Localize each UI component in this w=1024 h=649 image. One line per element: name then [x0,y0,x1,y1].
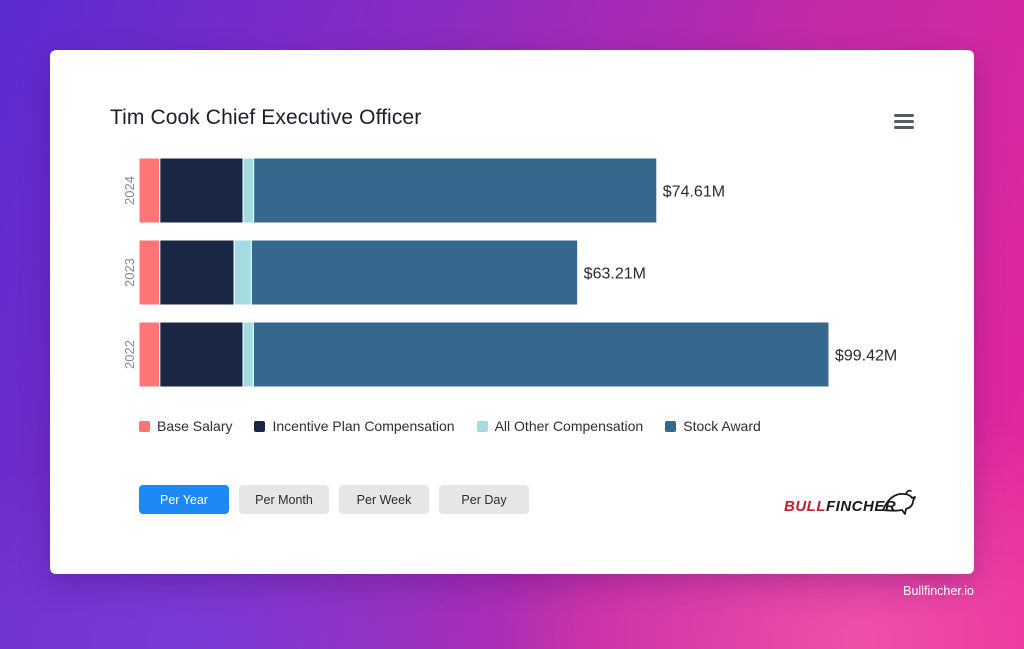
bar-all-other-compensation-2023[interactable] [233,239,252,306]
legend-swatch-base-salary [139,420,150,432]
footer-credit[interactable]: Bullfincher.io [903,584,974,598]
y-tick-label-2023: 2023 [122,258,137,287]
legend-label-all-other: All Other Compensation [494,418,644,434]
bar-base-salary-2024[interactable] [138,157,161,224]
legend-label-base-salary: Base Salary [157,418,233,434]
bar-base-salary-2023[interactable] [138,239,161,306]
total-label-2023: $63.21M [584,266,646,283]
chart-card: Tim Cook Chief Executive Officer 2024 $74… [50,50,974,574]
per-month-button[interactable]: Per Month [239,485,329,514]
bar-stock-award-2022[interactable] [252,321,830,388]
bull-icon [882,489,916,515]
bar-stock-award-2024[interactable] [253,157,658,224]
total-label-2022: $99.42M [835,348,897,365]
bar-all-other-compensation-2022[interactable] [242,321,254,388]
legend-item-stock-award[interactable]: Stock Award [665,418,761,434]
total-label-2024: $74.61M [663,184,725,201]
bullfincher-logo[interactable]: BULLFINCHER [784,488,916,518]
legend-item-base-salary[interactable]: Base Salary [139,418,232,434]
per-week-button[interactable]: Per Week [339,485,429,514]
legend-label-incentive-plan: Incentive Plan Compensation [272,418,455,434]
legend-item-incentive-plan[interactable]: Incentive Plan Compensation [254,418,455,434]
y-tick-label-2022: 2022 [122,340,137,369]
chart-legend: Base Salary Incentive Plan Compensation … [139,418,761,434]
logo-text-bull: BULL [784,498,826,515]
bar-all-other-compensation-2024[interactable] [242,157,255,224]
bar-incentive-plan-compensation-2024[interactable] [159,157,244,224]
period-toggle-group: Per Year Per Month Per Week Per Day [139,485,529,514]
per-day-button[interactable]: Per Day [439,485,529,514]
bar-incentive-plan-compensation-2022[interactable] [159,321,244,388]
bar-base-salary-2022[interactable] [138,321,161,388]
logo-wordmark: BULLFINCHER [784,498,896,515]
legend-item-all-other[interactable]: All Other Compensation [476,418,644,434]
y-tick-label-2024: 2024 [122,176,137,205]
legend-label-stock-award: Stock Award [683,418,761,434]
per-year-button[interactable]: Per Year [139,485,229,514]
legend-swatch-stock-award [665,420,677,432]
legend-swatch-incentive-plan [254,420,266,432]
chart-title: Tim Cook Chief Executive Officer [110,106,422,129]
bar-chart: 2024 $74.61M 2023 $63.21M 2022 $99.42M [122,157,897,388]
bar-incentive-plan-compensation-2023[interactable] [159,239,235,306]
legend-swatch-all-other [476,420,488,432]
bar-stock-award-2023[interactable] [250,239,579,306]
logo-text-fincher: FINCHER [826,498,897,515]
hamburger-menu-icon[interactable] [894,114,914,130]
